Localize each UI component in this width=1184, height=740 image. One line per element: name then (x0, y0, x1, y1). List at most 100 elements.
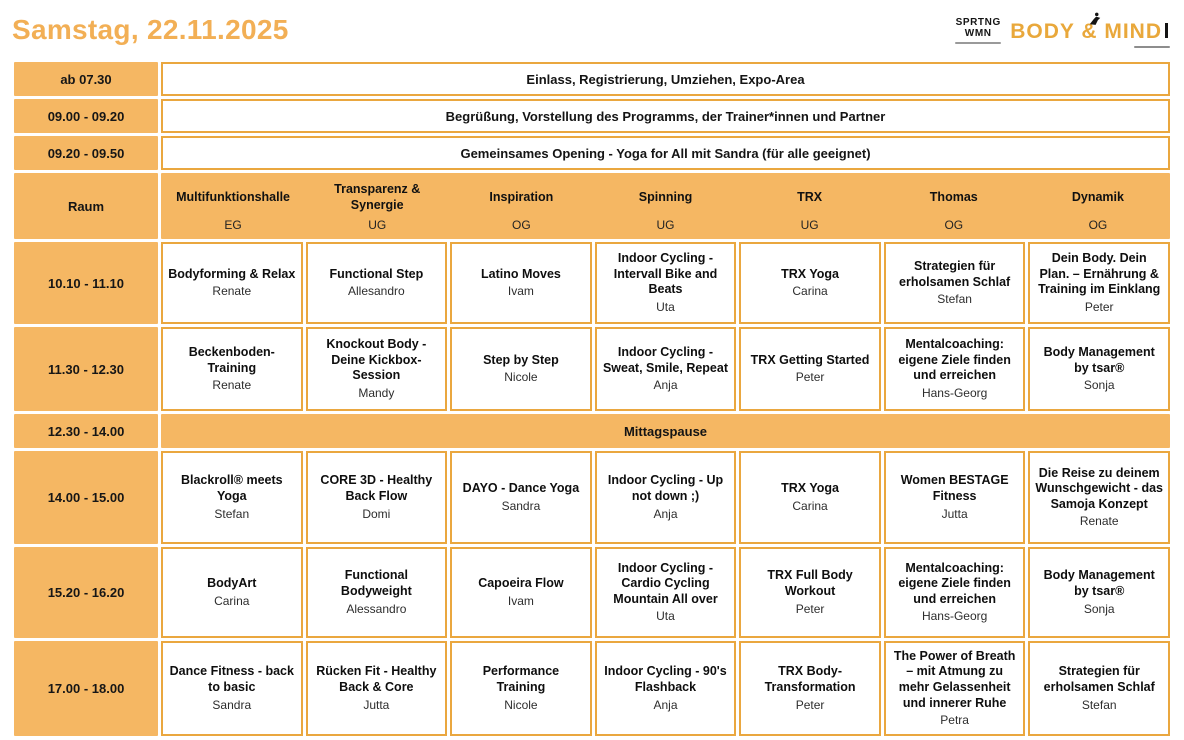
class-cell: Rücken Fit - Healthy Back & Core Jutta (305, 641, 448, 736)
top-bar: Samstag, 22.11.2025 SPRTNG WMN BODY & MI… (0, 0, 1184, 48)
class-trainer: Jutta (941, 506, 968, 521)
room-floor: UG (800, 218, 819, 232)
class-title: Indoor Cycling - Sweat, Smile, Repeat (602, 344, 729, 375)
room-name: Inspiration (489, 190, 554, 205)
class-cell: TRX Yoga Carina (739, 451, 881, 544)
class-title: CORE 3D - Healthy Back Flow (320, 473, 433, 503)
schedule-table: ab 07.30 Einlass, Registrierung, Umziehe… (14, 62, 1170, 736)
class-title: Dance Fitness - back to basic (169, 664, 294, 694)
class-cell: Mentalcoaching: eigene Ziele finden und … (883, 327, 1026, 411)
class-cell: Women BESTAGE Fitness Jutta (883, 451, 1026, 544)
class-trainer: Hans-Georg (921, 385, 988, 400)
class-title: Strategien für erholsamen Schlaf (1043, 664, 1155, 694)
room-name: Spinning (638, 190, 693, 205)
room-header-label: Raum (14, 173, 158, 239)
class-title: TRX Getting Started (750, 352, 870, 367)
time-cell: 10.10 - 11.10 (14, 242, 158, 324)
class-trainer: Stefan (1081, 697, 1117, 712)
event-cell-begruessung: Begrüßung, Vorstellung des Programms, de… (161, 99, 1170, 133)
class-cell: Indoor Cycling - Sweat, Smile, Repeat An… (594, 327, 737, 411)
room-header-cell: TRX UG (738, 173, 882, 240)
class-trainer: Petra (940, 713, 969, 728)
class-title: Step by Step (483, 352, 559, 367)
class-cell: DAYO - Dance Yoga Sandra (450, 451, 592, 544)
class-trainer: Stefan (214, 506, 250, 521)
class-trainer: Carina (792, 498, 828, 513)
class-trainer: Renate (1079, 514, 1119, 529)
logo-vertical-mark (1165, 22, 1168, 38)
class-trainer: Anja (653, 506, 678, 521)
class-trainer: Peter (1084, 299, 1114, 314)
class-cell: Indoor Cycling - Up not down ;) Anja (594, 451, 737, 544)
class-title: Die Reise zu deinem Wunschgewicht - das … (1035, 465, 1163, 511)
class-trainer: Sonja (1083, 378, 1115, 393)
room-header-cell: Spinning UG (593, 173, 737, 240)
class-cell: Strategien für erholsamen Schlaf Stefan (883, 242, 1026, 324)
class-cell: Strategien für erholsamen Schlaf Stefan (1028, 641, 1170, 736)
class-cell: BodyArt Carina (161, 547, 303, 638)
class-cell: Body Management by tsar® Sonja (1028, 327, 1170, 411)
room-floor: EG (224, 218, 242, 232)
class-title: Dein Body. Dein Plan. – Ernährung & Trai… (1038, 251, 1161, 297)
wordmark-line2: WMN (964, 27, 992, 39)
class-title: TRX Yoga (781, 266, 839, 281)
room-header-band: Multifunktionshalle EG Transparenz & Syn… (161, 173, 1170, 239)
class-title: The Power of Breath – mit Atmung zu mehr… (893, 648, 1016, 710)
time-cell: ab 07.30 (14, 62, 158, 96)
body-and-mind-logo: BODY & MIND (1010, 12, 1170, 48)
class-cell: Blackroll® meets Yoga Stefan (161, 451, 303, 544)
class-title: Functional Bodyweight (340, 568, 412, 598)
class-cell: TRX Full Body Workout Peter (739, 547, 881, 638)
time-cell: 12.30 - 14.00 (14, 414, 158, 448)
class-cell: Step by Step Nicole (450, 327, 592, 411)
class-title: Beckenboden-Training (188, 344, 275, 375)
class-cell: Capoeira Flow Ivam (450, 547, 592, 638)
class-trainer: Domi (362, 506, 391, 521)
class-cell: Functional Bodyweight Alessandro (305, 547, 448, 638)
class-title: Indoor Cycling - Cardio Cycling Mountain… (613, 560, 718, 606)
class-trainer: Ivam (507, 284, 534, 299)
class-trainer: Stefan (937, 292, 972, 307)
time-cell: 17.00 - 18.00 (14, 641, 158, 736)
class-trainer: Ivam (507, 593, 534, 608)
class-cell: Performance Training Nicole (450, 641, 592, 736)
room-floor: UG (368, 218, 387, 232)
room-header-cell: Transparenz & Synergie UG (305, 173, 449, 240)
room-header-cell: Dynamik OG (1026, 173, 1170, 240)
class-title: Functional Step (329, 266, 424, 281)
class-cell: Mentalcoaching: eigene Ziele finden und … (883, 547, 1026, 638)
class-trainer: Mandy (358, 385, 395, 400)
class-title: Rücken Fit - Healthy Back & Core (316, 664, 437, 694)
event-cell-einlass: Einlass, Registrierung, Umziehen, Expo-A… (161, 62, 1170, 96)
class-title: Women BESTAGE Fitness (900, 473, 1009, 503)
room-floor: OG (1088, 218, 1108, 232)
class-trainer: Nicole (504, 697, 538, 712)
room-floor: UG (656, 218, 675, 232)
class-cell: Beckenboden-Training Renate (161, 327, 303, 411)
time-cell: 14.00 - 15.00 (14, 451, 158, 544)
class-title: Indoor Cycling - Up not down ;) (607, 473, 724, 503)
lunch-break-cell: Mittagspause (161, 414, 1170, 448)
class-trainer: Anja (653, 378, 678, 393)
class-trainer: Nicole (504, 370, 538, 385)
class-cell: Dein Body. Dein Plan. – Ernährung & Trai… (1028, 242, 1170, 324)
class-cell: Latino Moves Ivam (450, 242, 592, 324)
class-cell: Die Reise zu deinem Wunschgewicht - das … (1028, 451, 1170, 544)
class-title: Strategien für erholsamen Schlaf (899, 258, 1011, 289)
room-name: Dynamik (1071, 190, 1124, 205)
class-trainer: Peter (795, 370, 825, 385)
class-title: Blackroll® meets Yoga (180, 473, 283, 503)
class-title: DAYO - Dance Yoga (462, 481, 580, 496)
class-trainer: Peter (795, 697, 825, 712)
class-title: Performance Training (482, 664, 560, 694)
class-trainer: Renate (212, 284, 252, 299)
sprtng-wmn-wordmark: SPRTNG WMN (955, 17, 1002, 44)
class-title: BodyArt (207, 576, 257, 591)
room-floor: OG (512, 218, 531, 232)
class-title: TRX Body-Transformation (764, 664, 856, 694)
class-cell: Indoor Cycling - Intervall Bike and Beat… (594, 242, 737, 324)
class-cell: Body Management by tsar® Sonja (1028, 547, 1170, 638)
class-cell: TRX Getting Started Peter (739, 327, 881, 411)
class-cell: TRX Yoga Carina (739, 242, 881, 324)
page-title: Samstag, 22.11.2025 (12, 14, 289, 45)
